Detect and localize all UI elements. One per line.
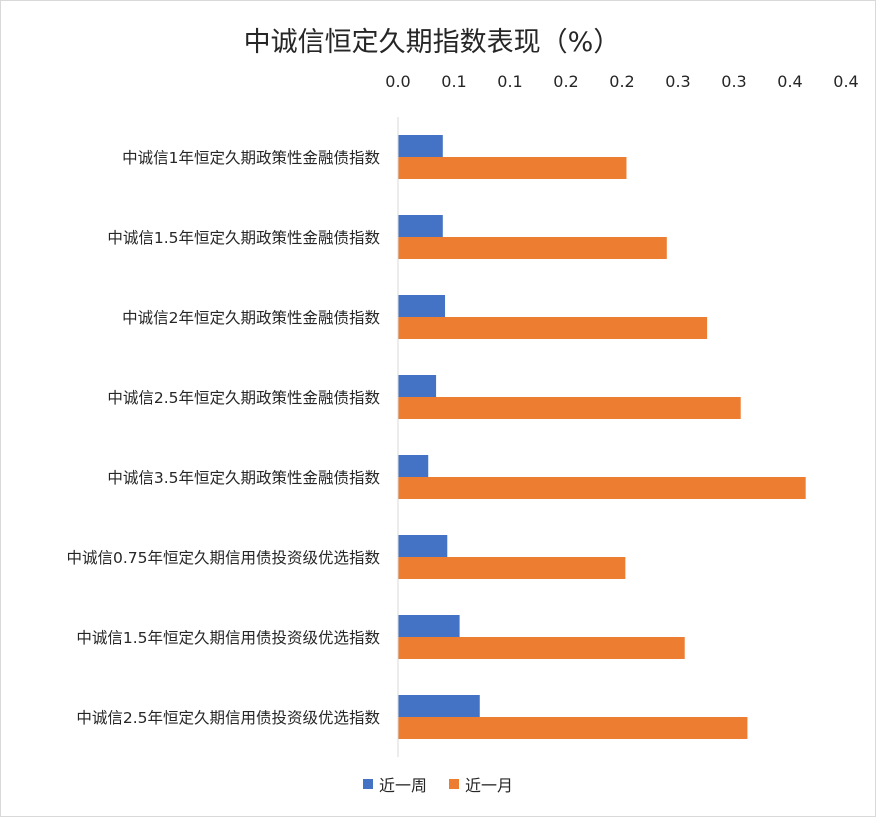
legend-swatch-month [449,779,459,789]
bar-month [398,557,626,579]
bars [398,135,806,739]
bar-week [398,215,443,237]
bar-week [398,295,446,317]
x-tick-label: 0.1 [497,72,522,91]
bar-week [398,695,480,717]
x-tick-label: 0.4 [777,72,802,91]
bar-month [398,237,667,259]
legend-label-month: 近一月 [465,776,514,795]
legend-swatch-week [362,779,373,789]
x-tick-label: 0.1 [441,72,466,91]
bar-week [398,375,437,397]
category-label: 中诚信3.5年恒定久期政策性金融债指数 [107,469,380,487]
x-tick-label: 0.4 [833,72,858,91]
category-label: 中诚信1.5年恒定久期信用债投资级优选指数 [76,629,380,647]
x-tick-label: 0.2 [553,72,578,91]
legend-label-week: 近一周 [378,776,427,795]
x-axis-ticks: 0.0 0.1 0.1 0.2 0.2 0.3 0.3 0.4 0.4 [385,72,858,91]
legend: 近一周 近一月 [0,772,876,796]
category-label: 中诚信1.5年恒定久期政策性金融债指数 [107,229,380,247]
legend-item-month: 近一月 [449,772,513,796]
category-label: 中诚信2年恒定久期政策性金融债指数 [122,309,380,327]
bar-week [398,455,429,477]
bar-month [398,157,627,179]
category-labels: 中诚信1年恒定久期政策性金融债指数中诚信1.5年恒定久期政策性金融债指数中诚信2… [66,149,380,727]
legend-item-week: 近一周 [362,772,427,796]
bar-month [398,477,806,499]
bar-month [398,637,685,659]
x-tick-label: 0.3 [665,72,690,91]
x-tick-label: 0.0 [385,72,410,91]
category-label: 中诚信1年恒定久期政策性金融债指数 [122,149,380,167]
category-label: 中诚信0.75年恒定久期信用债投资级优选指数 [66,549,380,567]
category-label: 中诚信2.5年恒定久期政策性金融债指数 [107,389,380,407]
chart-title: 中诚信恒定久期指数表现（%） [243,27,621,58]
bar-week [398,135,443,157]
x-tick-label: 0.2 [609,72,634,91]
bar-month [398,317,708,339]
bar-month [398,717,748,739]
bar-week [398,535,448,557]
category-label: 中诚信2.5年恒定久期信用债投资级优选指数 [76,709,380,727]
bar-week [398,615,460,637]
bar-month [398,397,741,419]
x-tick-label: 0.3 [721,72,746,91]
